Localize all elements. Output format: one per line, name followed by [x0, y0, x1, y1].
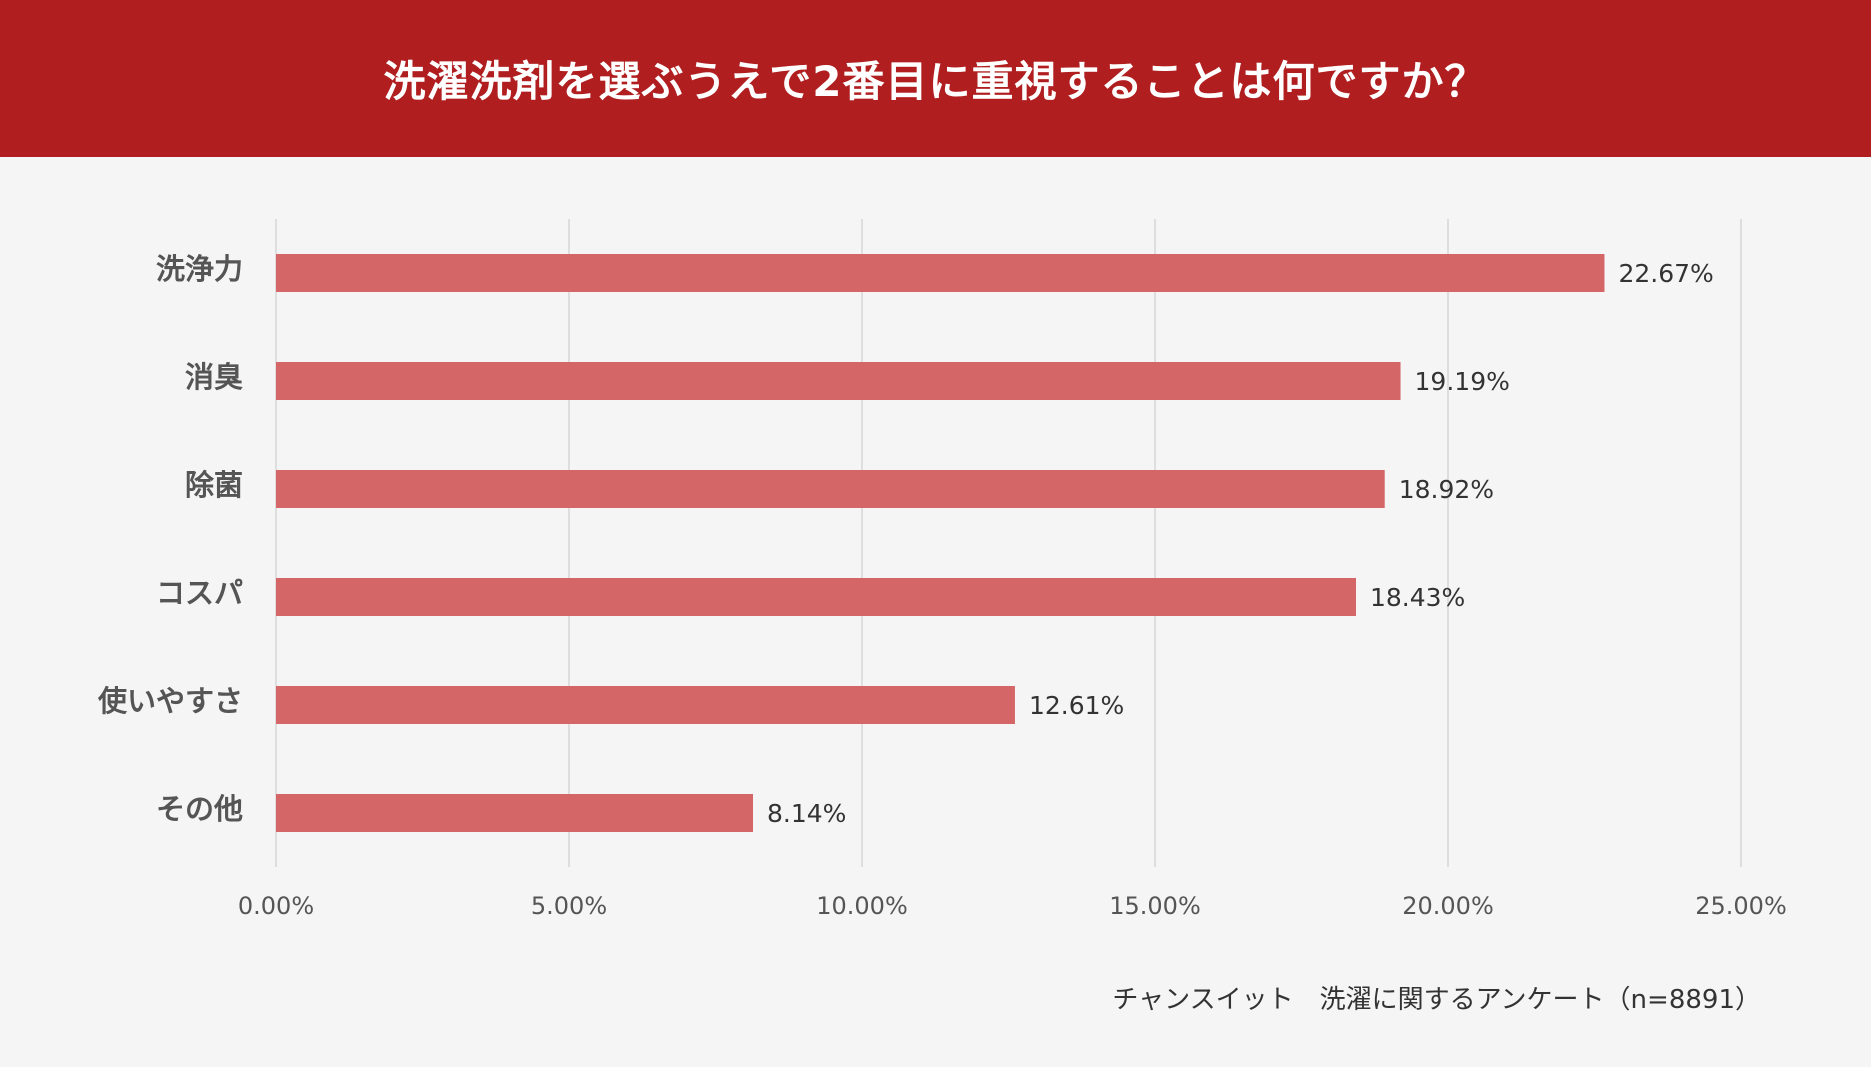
data-label: 18.92% — [1399, 475, 1494, 504]
data-label: 18.43% — [1370, 583, 1465, 612]
x-tick-label: 10.00% — [816, 892, 908, 920]
data-label: 22.67% — [1618, 259, 1713, 288]
bar — [276, 686, 1015, 724]
chart-panel: 0.00% 5.00% 10.00% 15.00% 20.00% 25.00% 洗浄力 22.… — [0, 157, 1871, 1067]
bar — [276, 578, 1356, 616]
data-label: 12.61% — [1029, 691, 1124, 720]
bar — [276, 254, 1605, 292]
bar-chart: 0.00% 5.00% 10.00% 15.00% 20.00% 25.00% 洗浄力 22.… — [97, 219, 1787, 920]
bar — [276, 794, 754, 832]
source-note: チャンスイット 洗濯に関するアンケート（n=8891） — [1112, 985, 1761, 1015]
category-label: 使いやすさ — [97, 684, 243, 718]
bar — [276, 470, 1385, 508]
x-tick-label: 20.00% — [1402, 892, 1494, 920]
x-tick-label: 15.00% — [1109, 892, 1201, 920]
bar — [276, 362, 1401, 400]
chart-header: 洗濯洗剤を選ぶうえで2番目に重視することは何ですか？ — [0, 0, 1871, 157]
data-label: 19.19% — [1415, 367, 1510, 396]
category-label: 洗浄力 — [156, 252, 243, 286]
category-label: 消臭 — [185, 360, 243, 394]
x-tick-label: 25.00% — [1695, 892, 1787, 920]
category-label: コスパ — [156, 576, 243, 610]
category-label: その他 — [156, 792, 243, 826]
chart-title: 洗濯洗剤を選ぶうえで2番目に重視することは何ですか？ — [383, 57, 1488, 106]
data-label: 8.14% — [767, 799, 846, 828]
x-tick-label: 0.00% — [238, 892, 314, 920]
x-tick-label: 5.00% — [531, 892, 607, 920]
category-label: 除菌 — [185, 468, 243, 502]
